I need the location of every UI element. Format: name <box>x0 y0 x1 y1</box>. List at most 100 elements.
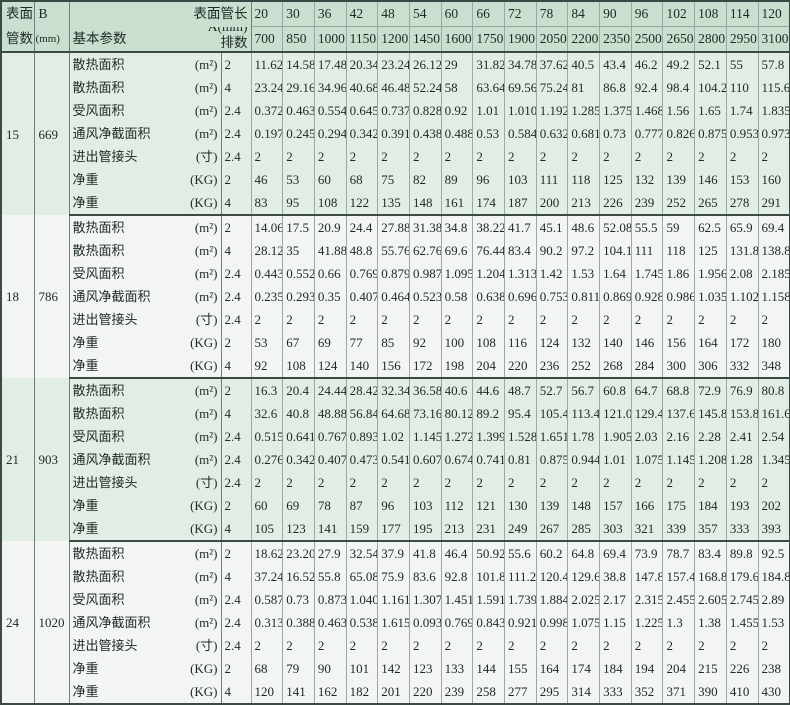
value-cell: 156 <box>662 331 695 354</box>
value-cell: 1.74 <box>725 99 759 122</box>
value-cell: 2 <box>662 145 695 168</box>
value-cell: 111.2 <box>504 565 537 588</box>
rows-count-cell: 4 <box>221 680 252 705</box>
value-cell: 1.15 <box>599 611 632 634</box>
value-cell: 0.953 <box>725 122 759 145</box>
value-cell: 0.641 <box>282 425 315 448</box>
value-cell: 177 <box>377 517 410 542</box>
value-cell: 37.62 <box>535 52 568 76</box>
unit-cell: (m²) <box>159 76 222 99</box>
a-dimension-value: 2800 <box>694 26 727 53</box>
value-cell: 60.2 <box>535 541 568 565</box>
value-cell: 2.315 <box>630 588 663 611</box>
value-cell: 2 <box>282 308 315 331</box>
value-cell: 148 <box>408 191 442 216</box>
unit-cell: (m²) <box>159 611 222 634</box>
value-cell: 132 <box>567 331 600 354</box>
table-row: 散热面积 (m²) 4 23.24 29.16 34.96 40.68 46.48 52.24 5… <box>1 76 790 99</box>
param-name-cell: 散热面积 <box>69 215 159 239</box>
a-dimension-value: 2050 <box>535 26 568 53</box>
value-cell: 2 <box>694 471 727 494</box>
value-cell: 1.095 <box>440 262 473 285</box>
value-cell: 1.451 <box>440 588 473 611</box>
table-row: 进出管接头 (寸) 2.4 2 2 2 2 2 2 2 2 2 2 2 2 2 2 2 2 2 <box>1 145 790 168</box>
value-cell: 0.342 <box>282 448 315 471</box>
value-cell: 118 <box>662 239 695 262</box>
value-cell: 0.638 <box>472 285 505 308</box>
value-cell: 37.9 <box>377 541 410 565</box>
value-cell: 156 <box>377 354 410 379</box>
value-cell: 1.455 <box>725 611 759 634</box>
value-cell: 0.73 <box>599 122 632 145</box>
value-cell: 1.42 <box>535 262 568 285</box>
value-cell: 284 <box>630 354 663 379</box>
value-cell: 2 <box>472 145 505 168</box>
value-cell: 1.161 <box>377 588 410 611</box>
value-cell: 53 <box>282 168 315 191</box>
value-cell: 139 <box>535 494 568 517</box>
a-dimension-value: 3100 <box>757 26 790 53</box>
unit-cell: (m²) <box>159 425 222 448</box>
value-cell: 62.5 <box>694 215 727 239</box>
value-cell: 0.769 <box>345 262 378 285</box>
value-cell: 1.468 <box>630 99 663 122</box>
param-name-cell: 散热面积 <box>69 239 159 262</box>
value-cell: 0.944 <box>567 448 600 471</box>
value-cell: 1.53 <box>567 262 600 285</box>
value-cell: 162 <box>313 680 347 705</box>
value-cell: 46.4 <box>440 541 473 565</box>
value-cell: 32.54 <box>345 541 378 565</box>
value-cell: 41.88 <box>313 239 347 262</box>
tube-length-value: 60 <box>440 1 473 27</box>
value-cell: 92.4 <box>630 76 663 99</box>
value-cell: 0.391 <box>377 122 410 145</box>
value-cell: 75.24 <box>535 76 568 99</box>
value-cell: 201 <box>377 680 410 705</box>
value-cell: 0.523 <box>408 285 442 308</box>
param-name-cell: 散热面积 <box>69 402 159 425</box>
value-cell: 0.81 <box>504 448 537 471</box>
value-cell: 0.767 <box>313 425 347 448</box>
table-row: 散热面积 (m²) 4 37.24 16.52 55.8 65.08 75.9 83.6 92.8… <box>1 565 790 588</box>
value-cell: 2 <box>535 471 568 494</box>
value-cell: 0.73 <box>282 588 315 611</box>
a-dimension-value: 850 <box>282 26 315 53</box>
value-cell: 113.4 <box>567 402 600 425</box>
value-cell: 73.9 <box>630 541 663 565</box>
value-cell: 1.035 <box>694 285 727 308</box>
value-cell: 63.64 <box>472 76 505 99</box>
value-cell: 0.464 <box>377 285 410 308</box>
value-cell: 0.921 <box>504 611 537 634</box>
value-cell: 135 <box>377 191 410 216</box>
a-dimension-value: 1750 <box>472 26 505 53</box>
value-cell: 34.96 <box>313 76 347 99</box>
value-cell: 0.879 <box>377 262 410 285</box>
value-cell: 0.552 <box>282 262 315 285</box>
value-cell: 26.12 <box>408 52 442 76</box>
value-cell: 2 <box>662 634 695 657</box>
value-cell: 2.455 <box>662 588 695 611</box>
unit-cell: (m²) <box>159 565 222 588</box>
value-cell: 16.52 <box>282 565 315 588</box>
rows-count-cell: 2.4 <box>221 471 252 494</box>
value-cell: 55.76 <box>377 239 410 262</box>
tube-count-cell: 24 <box>1 541 35 704</box>
value-cell: 108 <box>282 354 315 379</box>
value-cell: 0.741 <box>472 448 505 471</box>
value-cell: 2 <box>504 471 537 494</box>
value-cell: 121.0 <box>599 402 632 425</box>
value-cell: 110 <box>725 76 759 99</box>
value-cell: 2.025 <box>567 588 600 611</box>
rows-count-cell: 2.4 <box>221 448 252 471</box>
param-name-cell: 散热面积 <box>69 565 159 588</box>
tube-length-value: 20 <box>250 1 283 27</box>
value-cell: 226 <box>725 657 759 680</box>
value-cell: 120 <box>250 680 283 705</box>
value-cell: 2 <box>345 308 378 331</box>
value-cell: 53 <box>250 331 283 354</box>
value-cell: 2 <box>250 308 283 331</box>
value-cell: 97.2 <box>567 239 600 262</box>
value-cell: 73.16 <box>408 402 442 425</box>
value-cell: 0.463 <box>313 611 347 634</box>
